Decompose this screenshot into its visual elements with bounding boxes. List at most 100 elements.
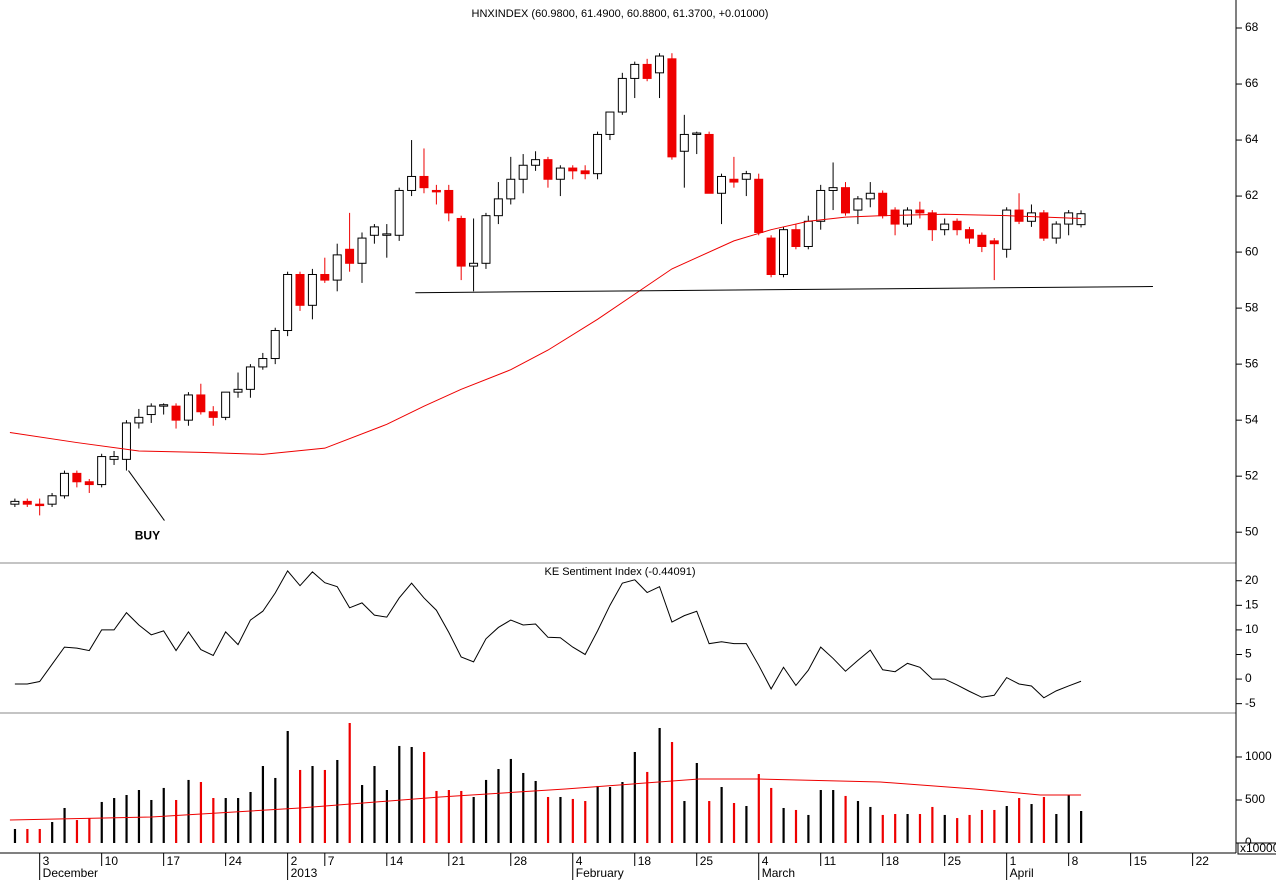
volume-bar	[683, 801, 686, 843]
candle-body	[233, 388, 243, 393]
candle-body	[605, 111, 615, 135]
candle-body	[109, 456, 119, 460]
candle-body	[481, 215, 491, 264]
y-tick-label: 52	[1245, 468, 1259, 482]
x-tick-label: 25	[948, 854, 962, 868]
volume-bar	[633, 751, 636, 843]
volume-bar	[670, 742, 674, 843]
candle-body	[816, 189, 826, 222]
volume-bar	[794, 809, 798, 843]
candle-body	[977, 234, 987, 247]
month-label: December	[43, 866, 98, 880]
candle-body	[506, 178, 516, 200]
volume-bar	[187, 779, 190, 843]
volume-bar	[819, 790, 822, 843]
volume-bar	[534, 780, 537, 843]
candle-body	[121, 422, 131, 460]
chart-title: HNXINDEX (60.9800, 61.4900, 60.8800, 61.…	[472, 8, 769, 20]
volume-bar	[460, 790, 463, 843]
volume-bar	[807, 814, 810, 843]
candle-body	[940, 223, 950, 231]
x-tick-label: 3	[43, 854, 50, 868]
unit-label: x100000	[1240, 841, 1276, 855]
candle-body	[134, 416, 144, 424]
x-tick-label: 2	[291, 854, 298, 868]
candle-body	[667, 58, 677, 158]
volume-bar	[584, 801, 587, 843]
volume-bar	[113, 798, 116, 843]
line	[14, 570, 1082, 699]
volume-bar	[596, 785, 599, 843]
month-label: April	[1010, 866, 1034, 880]
volume-bar	[410, 747, 413, 843]
candle-body	[382, 233, 392, 236]
volume-bar	[894, 814, 897, 843]
volume-bar	[100, 801, 103, 843]
volume-bar	[1080, 811, 1083, 843]
candle-body	[469, 262, 479, 267]
line	[415, 286, 1153, 294]
x-tick-label: 21	[452, 854, 466, 868]
volume-bar	[472, 796, 475, 843]
volume-bar	[708, 801, 711, 843]
candle-body	[543, 159, 553, 180]
volume-bar	[993, 809, 996, 843]
volume-bar	[757, 774, 760, 843]
volume-bar	[137, 790, 141, 843]
candle-body	[580, 170, 590, 175]
candle-body	[915, 209, 925, 214]
y-tick-label: 62	[1245, 188, 1259, 202]
x-tick-label: 10	[105, 854, 119, 868]
volume-bar	[856, 801, 860, 843]
y-tick-label: 20	[1245, 573, 1259, 587]
candle-body	[394, 189, 404, 236]
candle-body	[803, 220, 813, 247]
candle-body	[1039, 212, 1049, 239]
candle-body	[679, 133, 689, 152]
candle-body	[704, 133, 714, 194]
volume-bar	[150, 799, 153, 843]
candle-body	[779, 229, 789, 275]
candle-body	[493, 198, 503, 217]
line	[9, 778, 1082, 821]
volume-bar	[546, 796, 550, 843]
x-tick-label: 4	[576, 854, 583, 868]
candle-body	[171, 405, 181, 421]
candle-body	[518, 164, 528, 180]
y-tick-label: 15	[1245, 597, 1259, 611]
volume-bar	[782, 807, 785, 843]
candle-body	[927, 212, 937, 231]
volume-bar	[162, 787, 165, 843]
volume-bar	[336, 759, 339, 843]
candle-body	[159, 404, 169, 407]
volume-bar	[63, 807, 66, 843]
candle-body	[283, 273, 293, 332]
candle-body	[320, 273, 330, 281]
candle-body	[617, 77, 627, 113]
candle-body	[22, 500, 32, 505]
month-label: February	[576, 866, 624, 880]
volume-bar	[1005, 806, 1008, 843]
candle-body	[729, 178, 739, 183]
candle-body	[741, 173, 751, 180]
x-tick-label: 28	[514, 854, 528, 868]
volume-bar	[13, 828, 17, 843]
volume-bar	[695, 763, 698, 843]
candle-body	[47, 495, 57, 505]
y-tick-label: 10	[1245, 622, 1259, 636]
candle-body	[146, 405, 156, 416]
candle-body	[456, 217, 466, 267]
candle-body	[10, 500, 20, 505]
volume-bar	[1067, 795, 1070, 843]
candle-body	[407, 175, 417, 191]
volume-bar	[906, 814, 909, 843]
annotation: BUY	[135, 529, 160, 543]
candle-body	[593, 133, 603, 175]
volume-bar	[435, 790, 438, 843]
y-tick-label: 5	[1245, 647, 1252, 661]
volume-bar	[881, 814, 884, 843]
annotation-arrow	[128, 470, 165, 521]
x-tick-label: 8	[1072, 854, 1079, 868]
x-tick-label: 14	[390, 854, 404, 868]
